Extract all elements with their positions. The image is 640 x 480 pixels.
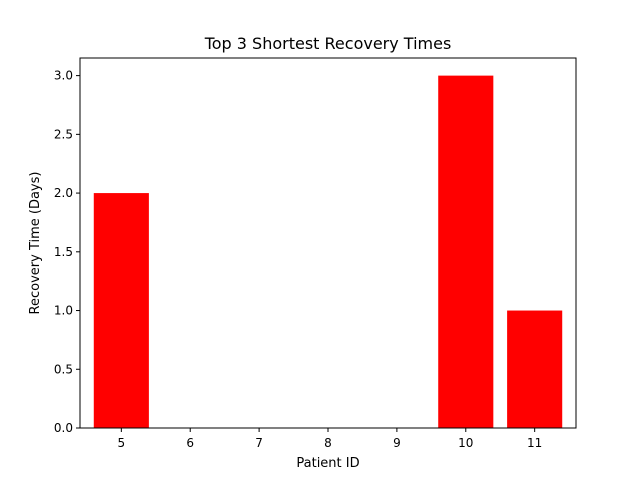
y-tick-label: 0.5 — [54, 362, 73, 376]
y-tick-label: 2.0 — [54, 186, 73, 200]
chart-title: Top 3 Shortest Recovery Times — [204, 34, 452, 53]
y-tick-label: 3.0 — [54, 69, 73, 83]
x-tick-label: 11 — [527, 436, 542, 450]
bar-patient-5 — [93, 193, 149, 428]
x-axis-label: Patient ID — [296, 456, 359, 471]
x-tick-label: 5 — [118, 436, 126, 450]
x-tick-label: 8 — [324, 436, 332, 450]
plot-frame — [79, 57, 577, 429]
y-axis-ticks: 0.0 0.5 1.0 1.5 2.0 2.5 3.0 — [54, 69, 80, 435]
y-tick-label: 2.5 — [54, 127, 73, 141]
x-axis-ticks: 5 6 7 8 9 10 11 — [118, 428, 542, 450]
x-tick-label: 6 — [186, 436, 194, 450]
bar-patient-11 — [507, 310, 563, 428]
x-tick-label: 9 — [393, 436, 401, 450]
y-tick-label: 1.0 — [54, 304, 73, 318]
x-tick-label: 7 — [255, 436, 263, 450]
bar-patient-10 — [438, 75, 494, 428]
y-tick-label: 0.0 — [54, 421, 73, 435]
x-tick-label: 10 — [458, 436, 473, 450]
y-axis-label: Recovery Time (Days) — [28, 172, 43, 315]
bars-group — [93, 75, 563, 428]
y-tick-label: 1.5 — [54, 245, 73, 259]
